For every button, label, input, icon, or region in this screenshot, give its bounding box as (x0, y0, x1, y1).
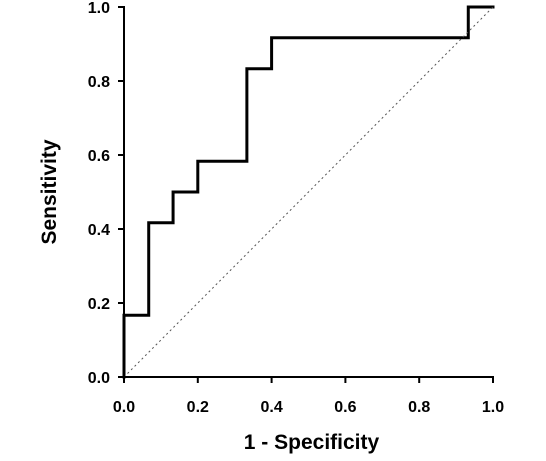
roc-curve-line (122, 5, 495, 379)
y-tick-label: 0.0 (88, 370, 110, 387)
axes (123, 6, 494, 378)
y-axis-title: Sensitivity (38, 139, 61, 244)
x-tick-label: 1.0 (482, 399, 504, 416)
x-tick-label: 0.0 (113, 399, 135, 416)
x-tick-label: 0.2 (187, 399, 209, 416)
x-axis-title: 1 - Specificity (244, 431, 380, 454)
y-tick-label: 0.8 (88, 74, 110, 91)
ticks: 0.0 0.2 0.4 0.6 0.8 1.0 0.0 0.2 0.4 0.6 0.8 1.0 (88, 0, 504, 416)
y-tick-label: 0.4 (88, 222, 110, 239)
reference-diagonal-line (123, 6, 494, 378)
y-tick-label: 1.0 (88, 0, 110, 17)
plot-area (122, 5, 495, 379)
x-tick-label: 0.6 (334, 399, 356, 416)
x-tick-label: 0.4 (260, 399, 282, 416)
y-tick-label: 0.6 (88, 148, 110, 165)
y-tick-label: 0.2 (88, 296, 110, 313)
x-tick-label: 0.8 (408, 399, 430, 416)
